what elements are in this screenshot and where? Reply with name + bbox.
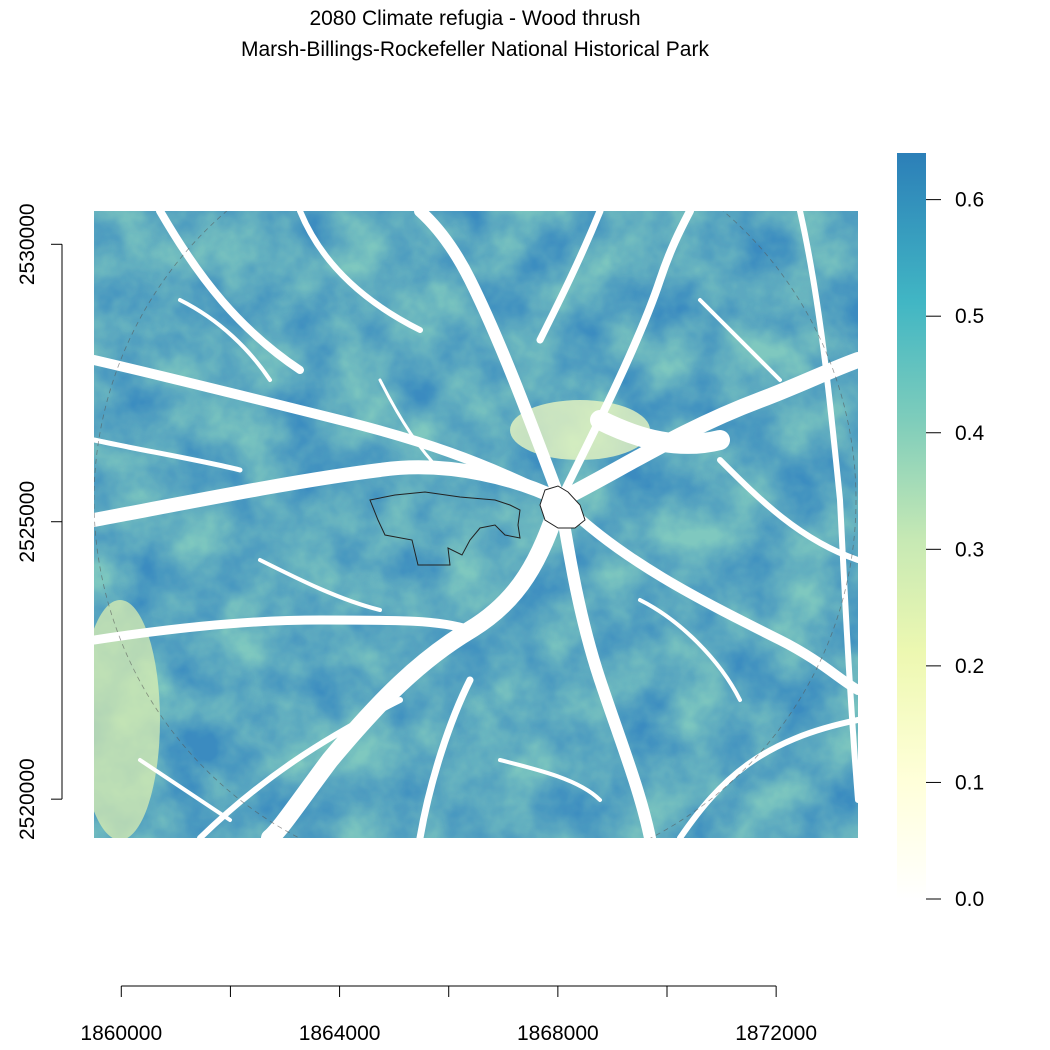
legend-tick-label: 0.3 — [955, 538, 984, 561]
x-tick-label: 1872000 — [735, 1022, 817, 1045]
legend: 0.0 0.1 0.2 0.3 0.4 0.5 0.6 — [897, 153, 985, 911]
map-subtitle: Marsh-Billings-Rockefeller National Hist… — [241, 38, 709, 61]
x-tick-label: 1864000 — [299, 1022, 381, 1045]
legend-tick-label: 0.5 — [955, 305, 984, 328]
park-boundary — [369, 491, 521, 566]
legend-tick-label: 0.1 — [955, 771, 984, 794]
buffer-circle — [94, 211, 857, 838]
y-tick-label: 2520000 — [16, 758, 39, 840]
x-axis: 1860000 1864000 1868000 1872000 — [80, 985, 817, 1045]
legend-tick-label: 0.2 — [955, 655, 984, 678]
x-tick-label: 1860000 — [80, 1022, 162, 1045]
map-title: 2080 Climate refugia - Wood thrush — [309, 7, 640, 30]
y-axis: 2520000 2525000 2530000 — [16, 203, 63, 840]
unsuitable-areas — [94, 211, 858, 838]
legend-tick-label: 0.0 — [955, 888, 984, 911]
x-tick-label: 1868000 — [517, 1022, 599, 1045]
legend-colorbar — [897, 153, 926, 899]
legend-tick-label: 0.6 — [955, 189, 984, 212]
park-boundary-east — [539, 485, 586, 529]
y-tick-label: 2525000 — [16, 481, 39, 563]
legend-tick-label: 0.4 — [955, 422, 985, 445]
refugia-raster — [94, 211, 858, 838]
y-tick-label: 2530000 — [16, 203, 39, 285]
